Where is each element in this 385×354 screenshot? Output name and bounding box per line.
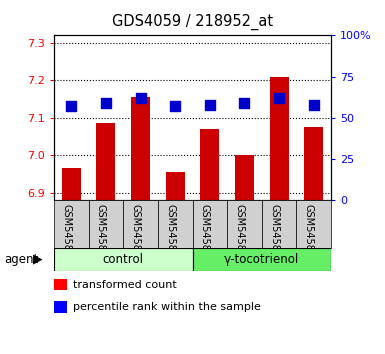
Bar	[54, 200, 89, 248]
Bar	[62, 168, 81, 200]
Text: percentile rank within the sample: percentile rank within the sample	[73, 302, 261, 312]
Bar	[96, 123, 116, 200]
Bar	[200, 129, 219, 200]
Point	[241, 100, 248, 106]
Point	[172, 103, 178, 109]
Text: GSM545865: GSM545865	[200, 204, 210, 263]
Text: GSM545867: GSM545867	[269, 204, 279, 263]
Bar	[166, 172, 185, 200]
Bar	[131, 97, 150, 200]
Text: GSM545866: GSM545866	[234, 204, 244, 263]
Text: agent: agent	[4, 253, 38, 266]
Bar	[235, 155, 254, 200]
Bar	[89, 200, 123, 248]
Point	[68, 103, 74, 109]
Point	[311, 102, 317, 107]
Bar	[296, 200, 331, 248]
Bar	[54, 248, 192, 271]
Bar	[123, 200, 158, 248]
Bar	[54, 279, 67, 291]
Point	[103, 100, 109, 106]
Bar	[227, 200, 262, 248]
Point	[207, 102, 213, 107]
Bar	[192, 200, 227, 248]
Text: GSM545864: GSM545864	[165, 204, 175, 263]
Text: transformed count: transformed count	[73, 280, 176, 290]
Text: ▶: ▶	[33, 253, 42, 266]
Point	[276, 95, 282, 101]
Text: γ-tocotrienol: γ-tocotrienol	[224, 253, 300, 266]
Bar	[192, 248, 331, 271]
Text: control: control	[103, 253, 144, 266]
Bar	[262, 200, 296, 248]
Text: GSM545868: GSM545868	[304, 204, 314, 263]
Bar	[304, 127, 323, 200]
Text: GSM545862: GSM545862	[96, 204, 106, 263]
Text: GSM545863: GSM545863	[131, 204, 141, 263]
Bar	[270, 76, 289, 200]
Text: GDS4059 / 218952_at: GDS4059 / 218952_at	[112, 14, 273, 30]
Point	[137, 95, 144, 101]
Bar	[158, 200, 192, 248]
Text: GSM545861: GSM545861	[61, 204, 71, 263]
Bar	[54, 301, 67, 313]
